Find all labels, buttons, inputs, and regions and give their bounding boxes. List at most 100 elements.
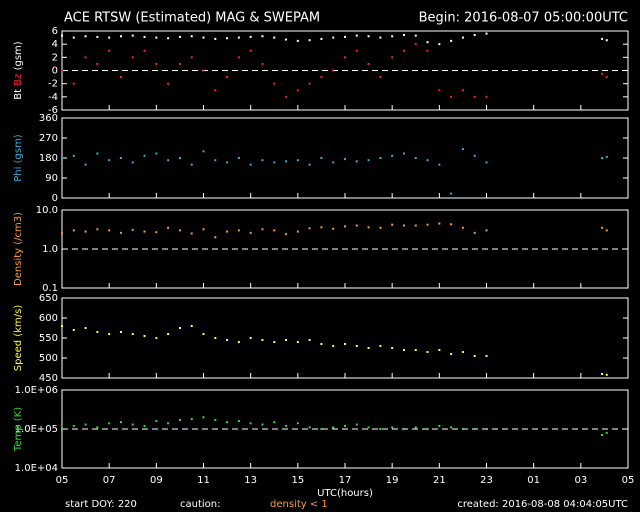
data-point (438, 424, 441, 427)
data-point (237, 341, 240, 343)
data-point (131, 228, 134, 231)
data-point (131, 34, 134, 37)
data-point (485, 95, 488, 98)
y-tick-label: 4 (52, 39, 58, 50)
y-tick-label: 1.0E+05 (15, 424, 58, 435)
data-point (84, 230, 87, 233)
data-point (367, 347, 370, 349)
data-point (285, 233, 288, 236)
data-point (605, 155, 608, 158)
data-point (473, 33, 476, 36)
data-point (426, 159, 429, 162)
y-tick-label: 0.1 (42, 283, 58, 294)
data-point (296, 230, 299, 233)
data-point (379, 157, 382, 159)
y-axis-label: Speed (km/s) (13, 305, 24, 372)
data-point (450, 353, 453, 355)
data-point (285, 95, 288, 98)
data-point (61, 428, 63, 430)
data-point (84, 423, 87, 426)
data-point (285, 339, 288, 341)
data-point (108, 229, 111, 232)
data-point (450, 95, 453, 98)
data-point (402, 49, 405, 52)
x-tick-label: 13 (244, 475, 257, 486)
data-point (379, 226, 382, 229)
data-point (143, 230, 146, 233)
y-tick-label: 10.0 (36, 205, 58, 216)
data-point (72, 424, 75, 427)
x-tick-label: 09 (150, 475, 163, 486)
data-point (190, 56, 193, 59)
data-point (72, 229, 75, 232)
data-point (473, 428, 476, 430)
data-point (367, 226, 370, 229)
data-point (249, 163, 252, 166)
data-point (178, 62, 181, 65)
data-point (178, 327, 181, 329)
data-point (155, 420, 158, 423)
data-point (226, 161, 229, 164)
data-point (131, 423, 134, 426)
title: ACE RTSW (Estimated) MAG & SWEPAM (64, 11, 320, 26)
data-point (367, 62, 370, 65)
data-point (190, 325, 193, 327)
data-point (296, 422, 299, 425)
data-point (261, 35, 264, 38)
data-point (485, 229, 488, 232)
data-point (402, 349, 405, 351)
x-tick-label: 05 (56, 475, 69, 486)
data-point (308, 426, 311, 429)
data-point (461, 428, 464, 430)
data-point (320, 428, 323, 430)
y-tick-label: 6 (52, 26, 58, 37)
data-point (155, 152, 158, 155)
data-point (332, 426, 335, 429)
data-point (273, 229, 276, 232)
data-point (320, 37, 323, 40)
data-point (320, 226, 323, 229)
data-point (344, 225, 346, 228)
data-point (273, 161, 276, 164)
data-point (155, 337, 158, 339)
data-point (237, 56, 240, 59)
data-point (308, 82, 311, 85)
data-point (84, 327, 87, 329)
data-point (249, 231, 252, 234)
data-point (320, 157, 323, 159)
data-point (605, 431, 608, 434)
data-point (391, 35, 394, 38)
data-point (273, 341, 276, 343)
x-tick-label: 23 (480, 475, 493, 486)
data-point (391, 154, 394, 157)
x-tick-label: 07 (103, 475, 116, 486)
x-tick-label: 05 (622, 475, 635, 486)
y-tick-label: 600 (39, 313, 58, 324)
y-tick-label: 270 (39, 133, 58, 144)
data-point (261, 423, 264, 426)
data-point (202, 333, 205, 335)
data-point (143, 424, 146, 427)
data-point (308, 163, 311, 166)
data-point (214, 89, 217, 92)
data-point (355, 34, 358, 37)
data-point (344, 343, 346, 345)
data-point (61, 325, 63, 327)
data-point (119, 35, 122, 38)
data-point (605, 229, 608, 232)
data-point (414, 157, 417, 159)
data-point (202, 416, 205, 419)
data-point (426, 223, 429, 226)
data-point (190, 232, 193, 235)
data-point (605, 373, 608, 376)
data-point (155, 231, 158, 234)
data-point (190, 35, 193, 38)
data-point (485, 428, 488, 430)
data-point (601, 373, 604, 375)
data-point (461, 351, 464, 353)
y-tick-label: 0 (52, 193, 58, 204)
data-point (96, 228, 99, 231)
panel-frame (61, 117, 629, 199)
data-point (167, 422, 170, 425)
data-point (473, 355, 476, 357)
